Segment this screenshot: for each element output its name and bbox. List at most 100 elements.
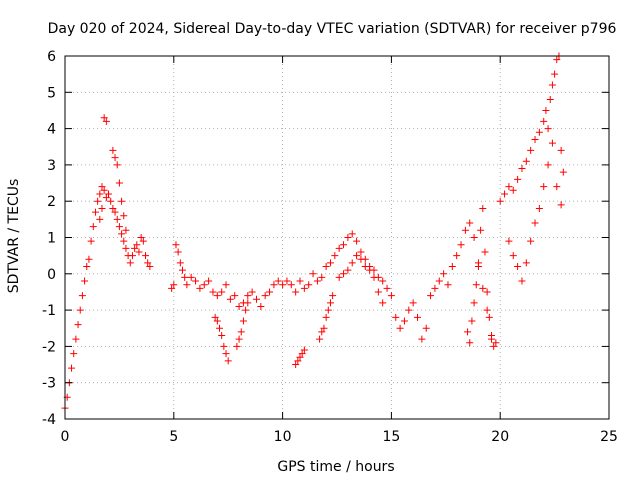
- y-tick-label: -1: [42, 303, 56, 319]
- data-point: [244, 299, 252, 307]
- data-point: [448, 263, 456, 271]
- data-point: [215, 324, 223, 332]
- data-point: [557, 146, 565, 154]
- data-point: [392, 313, 400, 321]
- data-point: [200, 281, 208, 289]
- data-point: [553, 56, 561, 64]
- data-point: [283, 277, 291, 285]
- data-point: [270, 281, 278, 289]
- data-point: [287, 281, 295, 289]
- data-point: [300, 284, 308, 292]
- data-point: [235, 335, 243, 343]
- data-point: [109, 204, 117, 212]
- data-point: [83, 263, 91, 271]
- data-point: [74, 321, 82, 329]
- data-point: [544, 125, 552, 133]
- y-tick-label: -2: [42, 339, 56, 355]
- x-tick-label: 10: [274, 429, 292, 445]
- data-point: [205, 277, 213, 285]
- data-point: [535, 128, 543, 136]
- data-point: [479, 204, 487, 212]
- data-point: [100, 114, 108, 122]
- data-point: [374, 288, 382, 296]
- data-point: [139, 237, 147, 245]
- data-point: [179, 266, 187, 274]
- data-point: [292, 361, 300, 369]
- data-point: [226, 295, 234, 303]
- data-point: [187, 273, 195, 281]
- data-point: [340, 241, 348, 249]
- data-point: [531, 135, 539, 143]
- data-point: [457, 241, 465, 249]
- data-point: [522, 259, 530, 267]
- data-point: [326, 259, 334, 267]
- data-point: [137, 234, 145, 241]
- data-point: [78, 292, 86, 300]
- y-tick-label: 3: [47, 158, 56, 174]
- data-point: [109, 146, 117, 154]
- data-point: [102, 194, 110, 202]
- data-point: [466, 339, 474, 347]
- data-point: [87, 237, 95, 245]
- data-point: [107, 197, 115, 205]
- data-point: [257, 302, 265, 310]
- y-tick-label: 2: [47, 194, 56, 210]
- data-point: [128, 252, 136, 260]
- data-point: [514, 263, 522, 271]
- data-point: [72, 335, 80, 343]
- data-point: [546, 96, 554, 104]
- data-point: [344, 266, 352, 274]
- data-point: [181, 273, 189, 281]
- data-point: [313, 277, 321, 285]
- data-point: [252, 295, 260, 303]
- data-point: [470, 299, 478, 307]
- data-point: [477, 226, 485, 234]
- data-point: [300, 346, 308, 354]
- y-axis-label: SDTVAR / TECUs: [6, 179, 22, 294]
- grid: [65, 56, 609, 419]
- data-point: [94, 197, 102, 205]
- data-point: [231, 292, 239, 300]
- data-point: [298, 350, 306, 358]
- data-point: [518, 165, 526, 173]
- data-point: [122, 226, 130, 234]
- data-point: [400, 317, 408, 325]
- data-point: [481, 248, 489, 256]
- data-point: [144, 259, 152, 267]
- data-point: [233, 342, 241, 350]
- data-point: [213, 292, 221, 300]
- data-point: [196, 284, 204, 292]
- data-point: [531, 219, 539, 227]
- data-point: [418, 335, 426, 343]
- data-point: [81, 277, 89, 285]
- data-point: [211, 313, 219, 321]
- data-point: [514, 175, 522, 183]
- data-point: [464, 328, 472, 336]
- data-point: [501, 190, 509, 198]
- data-point: [192, 277, 200, 285]
- data-point: [174, 248, 182, 256]
- y-tick-label: 6: [47, 49, 56, 65]
- data-point: [279, 281, 287, 289]
- data-point: [113, 161, 121, 169]
- data-point: [96, 190, 104, 198]
- data-point: [440, 270, 448, 278]
- data-point: [357, 248, 365, 256]
- data-point: [89, 223, 97, 231]
- data-point: [68, 364, 76, 372]
- data-point: [505, 237, 513, 245]
- data-point: [540, 183, 548, 191]
- data-point: [176, 259, 184, 267]
- data-point: [91, 208, 99, 216]
- axis-ticks: -4 -3 -2 -1 0 1 2 3 4 5 6 0 5 10 15 20 25: [42, 49, 618, 445]
- data-point: [483, 288, 491, 296]
- y-tick-label: 4: [47, 122, 56, 138]
- x-tick-label: 0: [61, 429, 70, 445]
- data-point: [542, 106, 550, 114]
- data-point: [98, 183, 106, 191]
- data-point: [209, 288, 217, 296]
- data-point: [470, 234, 478, 241]
- data-point: [100, 186, 108, 194]
- data-point: [557, 201, 565, 209]
- chart-title: Day 020 of 2024, Sidereal Day-to-day VTE…: [48, 21, 617, 37]
